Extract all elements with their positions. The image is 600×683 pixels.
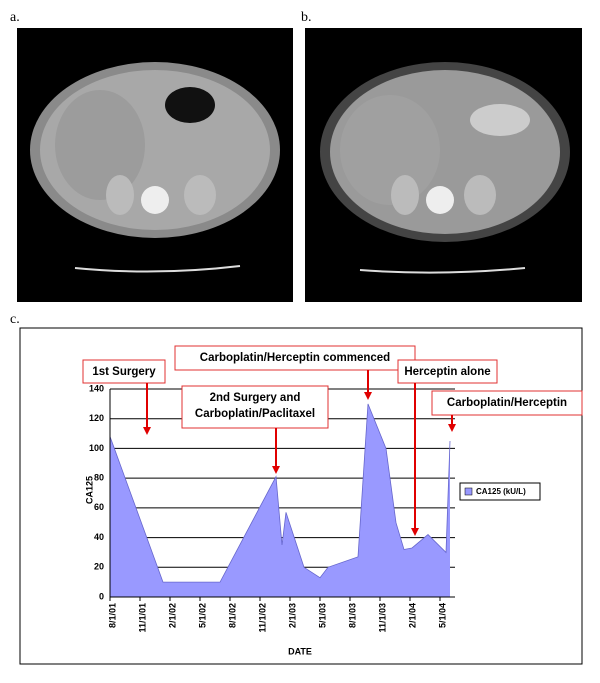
y-tick-label: 60 (94, 502, 104, 512)
annotation-arrowhead (143, 427, 151, 435)
x-tick-label: 8/1/03 (347, 603, 357, 628)
x-tick-label: 5/1/02 (197, 603, 207, 628)
y-tick-label: 80 (94, 473, 104, 483)
y-axis-label: CA125 (84, 476, 94, 504)
y-tick-label: 140 (89, 383, 104, 393)
annotation-box (181, 385, 329, 429)
annotation-box (82, 359, 166, 384)
x-tick-label: 5/1/04 (437, 603, 447, 628)
x-tick-label: 5/1/03 (317, 603, 327, 628)
x-axis-label: DATE (288, 646, 312, 656)
annotation-text: 1st Surgery (92, 366, 156, 378)
x-tick-label: 8/1/01 (107, 603, 117, 628)
x-tick-label: 8/1/02 (227, 603, 237, 628)
y-tick-label: 100 (89, 443, 104, 453)
annotation-text: Herceptin alone (404, 366, 490, 378)
annotation-arrowhead (364, 392, 372, 400)
y-tick-label: 0 (99, 591, 104, 601)
annotation-arrowhead (411, 528, 419, 536)
x-tick-label: 11/1/02 (257, 603, 267, 633)
annotation-text: Carboplatin/Paclitaxel (195, 408, 315, 420)
annotation-text: 2nd Surgery and (210, 392, 301, 404)
annotation-box (431, 390, 583, 416)
y-tick-label: 20 (94, 562, 104, 572)
ct-image-a (17, 28, 293, 302)
legend-swatch (464, 487, 473, 496)
x-tick-label: 11/1/01 (137, 603, 147, 633)
x-tick-label: 2/1/02 (167, 603, 177, 628)
legend-box (459, 482, 541, 501)
ct-image-b (305, 28, 582, 302)
y-tick-label: 120 (89, 413, 104, 423)
x-tick-label: 2/1/04 (407, 603, 417, 628)
annotation-box (174, 345, 416, 371)
annotation-arrowhead (272, 466, 280, 474)
area-edge (109, 403, 451, 583)
x-tick-label: 11/1/03 (377, 603, 387, 633)
panel-label: c. (10, 312, 20, 327)
annotation-box (397, 359, 498, 384)
x-tick-label: 2/1/03 (287, 603, 297, 628)
annotation-text: Carboplatin/Herceptin (447, 397, 567, 409)
panel-label: b. (301, 10, 312, 25)
panel-label: a. (10, 10, 20, 25)
legend-label: CA125 (kU/L) (476, 487, 526, 496)
y-tick-label: 40 (94, 532, 104, 542)
annotation-arrowhead (448, 424, 456, 432)
annotation-text: Carboplatin/Herceptin commenced (200, 352, 390, 364)
